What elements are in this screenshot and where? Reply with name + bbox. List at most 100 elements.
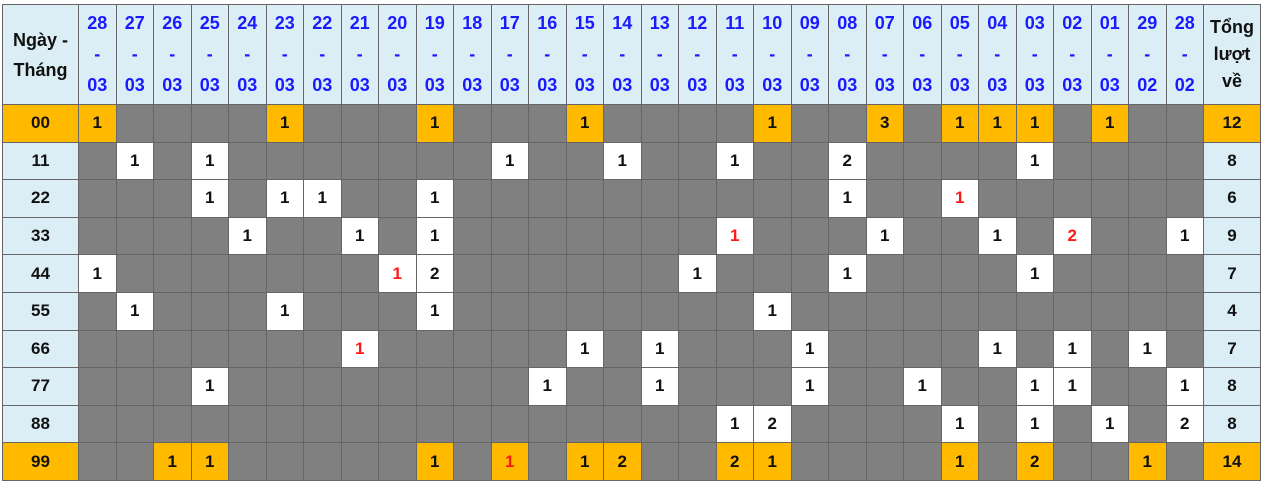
empty-cell xyxy=(528,104,567,143)
empty-cell xyxy=(1090,329,1129,369)
table-row-44: 44 1 1 2 1 1 1 7 xyxy=(2,254,1261,293)
empty-cell xyxy=(678,404,717,444)
empty-cell xyxy=(190,404,229,444)
empty-cell xyxy=(340,367,379,406)
date-part: 03 xyxy=(687,75,708,95)
empty-cell xyxy=(415,367,454,406)
date-part: 03 xyxy=(537,75,558,95)
row-total: 14 xyxy=(1203,442,1261,481)
empty-cell xyxy=(865,329,904,369)
empty-cell xyxy=(78,141,117,181)
date-part: 03 xyxy=(724,75,745,95)
empty-cell xyxy=(453,179,492,218)
empty-cell xyxy=(640,216,679,256)
count-cell: 1 xyxy=(865,216,904,256)
empty-cell xyxy=(640,291,679,331)
date-part: 03 xyxy=(387,75,408,95)
date-part: 03 xyxy=(199,75,220,95)
empty-cell xyxy=(1128,254,1167,293)
count-cell: 1 xyxy=(1128,329,1167,369)
date-part: 27 xyxy=(124,13,145,33)
count-cell: 1 xyxy=(940,104,979,143)
date-part: 03 xyxy=(612,75,633,95)
empty-cell xyxy=(640,254,679,293)
empty-cell xyxy=(528,141,567,181)
empty-cell xyxy=(678,291,717,331)
empty-cell xyxy=(565,216,604,256)
empty-cell xyxy=(603,254,642,293)
empty-cell xyxy=(790,216,829,256)
date-part: 29 xyxy=(1137,13,1158,33)
date-part: 24 xyxy=(237,13,258,33)
row-total: 4 xyxy=(1203,291,1261,331)
empty-cell xyxy=(265,254,304,293)
empty-cell xyxy=(378,216,417,256)
date-part: - xyxy=(731,44,738,64)
empty-cell xyxy=(415,404,454,444)
empty-cell xyxy=(303,442,342,481)
empty-cell xyxy=(490,404,529,444)
date-part: - xyxy=(1031,44,1038,64)
date-part: 03 xyxy=(1099,75,1120,95)
frequency-table: Ngày - Tháng 28-03 27-03 26-03 25-03 24-03 23… xyxy=(2,4,1261,481)
date-part: 20 xyxy=(387,13,408,33)
count-cell: 1 xyxy=(340,216,379,256)
empty-cell xyxy=(190,329,229,369)
count-cell: 1 xyxy=(1015,254,1054,293)
empty-cell xyxy=(303,216,342,256)
date-part: 02 xyxy=(1174,75,1195,95)
empty-cell xyxy=(78,291,117,331)
count-cell: 1 xyxy=(903,367,942,406)
date-part: 08 xyxy=(837,13,858,33)
empty-cell xyxy=(490,291,529,331)
empty-cell xyxy=(1165,442,1204,481)
count-cell: 2 xyxy=(828,141,867,181)
table-row-88: 88 1 2 1 1 1 2 8 xyxy=(2,404,1261,444)
count-cell: 1 xyxy=(565,442,604,481)
empty-cell xyxy=(453,141,492,181)
date-part: 06 xyxy=(912,13,933,33)
empty-cell xyxy=(828,404,867,444)
empty-cell xyxy=(715,367,754,406)
empty-cell xyxy=(528,254,567,293)
empty-cell xyxy=(940,367,979,406)
count-cell: 2 xyxy=(1053,216,1092,256)
date-column-header: 09 - 03 xyxy=(790,4,829,105)
empty-cell xyxy=(678,141,717,181)
empty-cell xyxy=(678,367,717,406)
empty-cell xyxy=(340,291,379,331)
date-column-header: 03 - 03 xyxy=(1015,4,1054,105)
count-cell: 1 xyxy=(228,216,267,256)
empty-cell xyxy=(1128,291,1167,331)
empty-cell xyxy=(790,404,829,444)
empty-cell xyxy=(1090,254,1129,293)
empty-cell xyxy=(228,141,267,181)
date-part: 23 xyxy=(274,13,295,33)
empty-cell xyxy=(828,367,867,406)
empty-cell xyxy=(303,329,342,369)
empty-cell xyxy=(978,404,1017,444)
empty-cell xyxy=(115,329,154,369)
count-cell: 3 xyxy=(865,104,904,143)
count-cell: 2 xyxy=(415,254,454,293)
empty-cell xyxy=(1053,291,1092,331)
empty-cell xyxy=(228,179,267,218)
empty-cell xyxy=(153,216,192,256)
empty-cell xyxy=(940,216,979,256)
empty-cell xyxy=(153,254,192,293)
empty-cell xyxy=(153,179,192,218)
date-part: - xyxy=(656,44,663,64)
empty-cell xyxy=(153,291,192,331)
count-cell: 1 xyxy=(265,291,304,331)
empty-cell xyxy=(453,367,492,406)
empty-cell xyxy=(153,367,192,406)
table-row-22: 22 1 1 1 1 1 1 6 xyxy=(2,179,1261,218)
empty-cell xyxy=(978,291,1017,331)
empty-cell xyxy=(790,442,829,481)
empty-cell xyxy=(115,216,154,256)
date-column-header: 05 - 03 xyxy=(940,4,979,105)
table-row-33: 33 1 1 1 1 1 1 2 1 9 xyxy=(2,216,1261,256)
count-cell: 1 xyxy=(978,104,1017,143)
date-part: 15 xyxy=(574,13,595,33)
empty-cell xyxy=(303,254,342,293)
